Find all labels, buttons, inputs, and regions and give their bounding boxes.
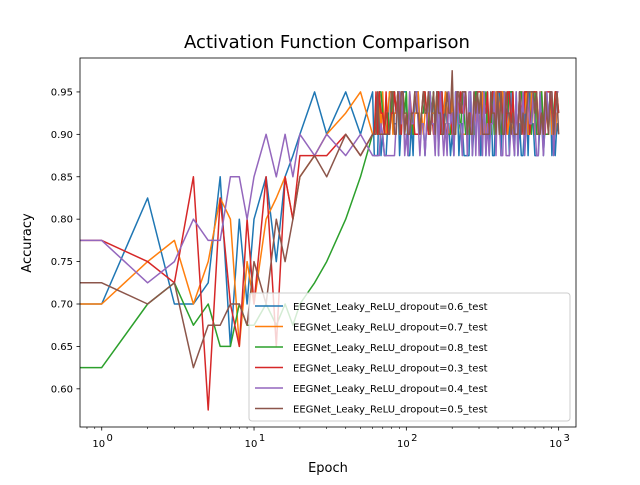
x-axis-label: Epoch [308, 461, 348, 476]
x-tick-exponent: 0 [107, 433, 113, 444]
series-line-6 [80, 69, 560, 369]
y-tick-label: 0.70 [51, 300, 73, 311]
legend-label: EEGNet_Leaky_ReLU_dropout=0.8_test [293, 343, 488, 354]
y-tick-label: 0.85 [51, 172, 73, 183]
x-tick-label: 10 [549, 439, 562, 450]
x-tick-exponent: 1 [259, 433, 265, 444]
y-tick-label: 0.60 [51, 384, 73, 395]
y-tick-label: 0.75 [51, 257, 73, 268]
legend-label: EEGNet_Leaky_ReLU_dropout=0.4_test [293, 384, 488, 395]
x-tick-label: 10 [397, 439, 410, 450]
chart-title: Activation Function Comparison [184, 32, 470, 53]
x-tick-label: 10 [245, 439, 258, 450]
series-line-5 [80, 91, 559, 284]
x-tick-label: 10 [92, 439, 105, 450]
legend-label: EEGNet_Leaky_ReLU_dropout=0.7_test [293, 323, 488, 334]
x-tick-exponent: 3 [563, 433, 569, 444]
x-tick-exponent: 2 [411, 433, 417, 444]
y-tick-label: 0.80 [51, 215, 73, 226]
y-axis-label: Accuracy [20, 213, 35, 273]
y-tick-label: 0.90 [51, 130, 73, 141]
y-tick-label: 0.65 [51, 342, 73, 353]
legend-label: EEGNet_Leaky_ReLU_dropout=0.6_test [293, 302, 488, 313]
plot-frame [79, 57, 577, 428]
legend: EEGNet_Leaky_ReLU_dropout=0.6_test EEGNet… [248, 292, 571, 422]
y-tick-label: 0.95 [51, 87, 73, 98]
series-lines [80, 69, 560, 411]
y-axis-ticks: 0.60 0.65 0.70 0.75 0.80 0.85 0.90 0.95 [51, 87, 80, 395]
legend-label: EEGNet_Leaky_ReLU_dropout=0.5_test [293, 405, 488, 416]
legend-label: EEGNet_Leaky_ReLU_dropout=0.3_test [293, 364, 488, 375]
legend-box [248, 292, 571, 422]
